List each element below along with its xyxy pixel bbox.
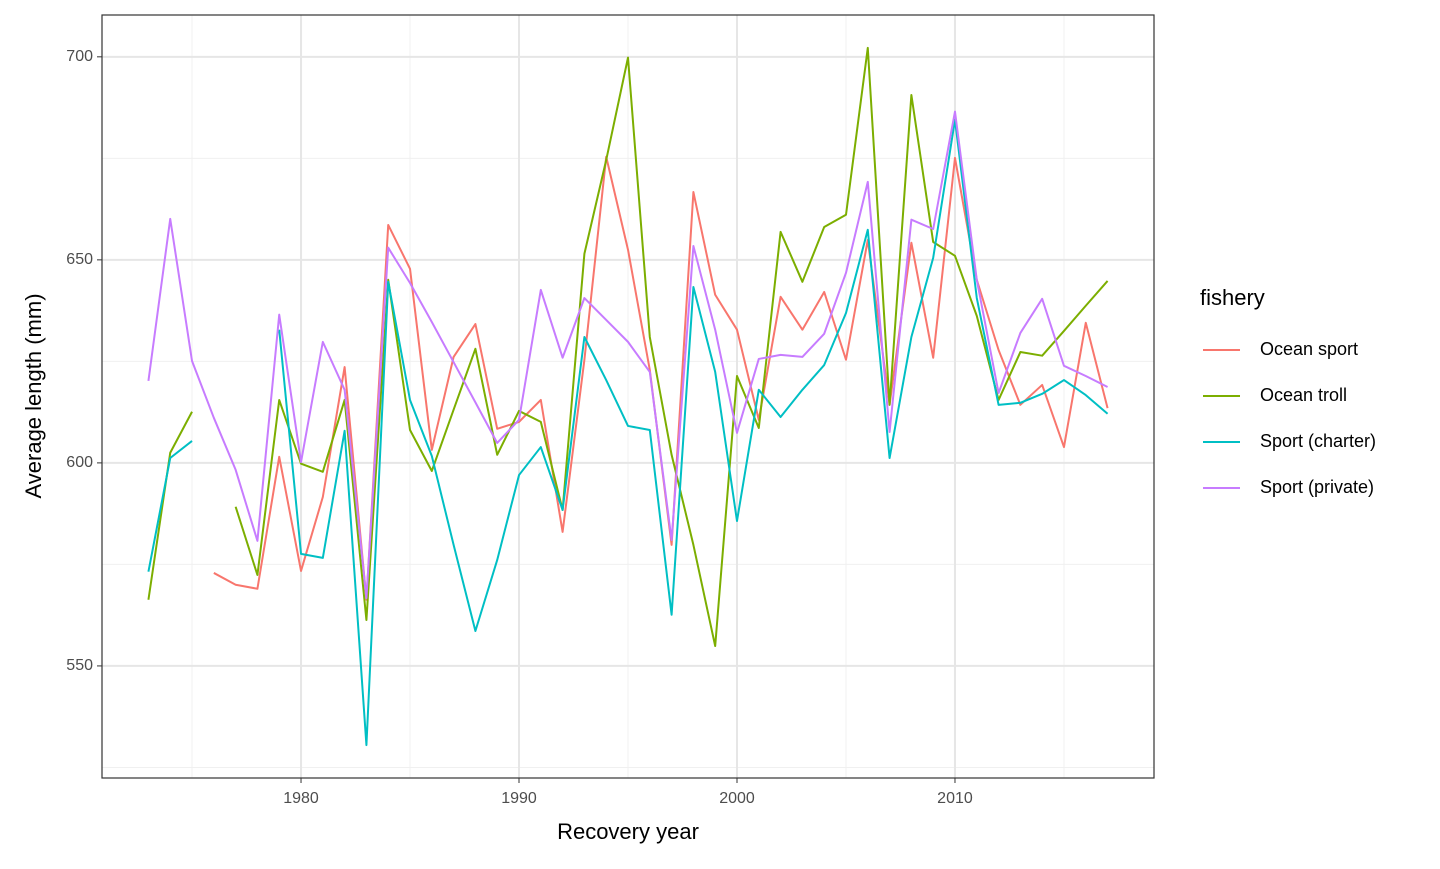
panel-border xyxy=(101,14,1155,779)
series-line xyxy=(147,110,1109,600)
legend-label: Sport (charter) xyxy=(1260,431,1376,451)
legend-label: Sport (private) xyxy=(1260,477,1374,497)
x-axis-title: Recovery year xyxy=(557,819,699,844)
x-tick-label: 1990 xyxy=(501,790,537,807)
legend-label: Ocean sport xyxy=(1260,339,1358,359)
y-axis-title: Average length (mm) xyxy=(21,293,46,498)
series-line xyxy=(147,118,1109,747)
x-tick-label: 2000 xyxy=(719,790,755,807)
series-line xyxy=(147,46,1109,648)
series-line xyxy=(213,155,1109,601)
legend-title: fishery xyxy=(1200,285,1265,310)
y-tick-label: 600 xyxy=(66,454,93,471)
y-tick-label: 550 xyxy=(66,657,93,674)
legend-label: Ocean troll xyxy=(1260,385,1347,405)
y-tick-label: 650 xyxy=(66,251,93,268)
y-tick-label: 700 xyxy=(66,48,93,65)
x-tick-label: 2010 xyxy=(937,790,973,807)
x-tick-label: 1980 xyxy=(283,790,319,807)
